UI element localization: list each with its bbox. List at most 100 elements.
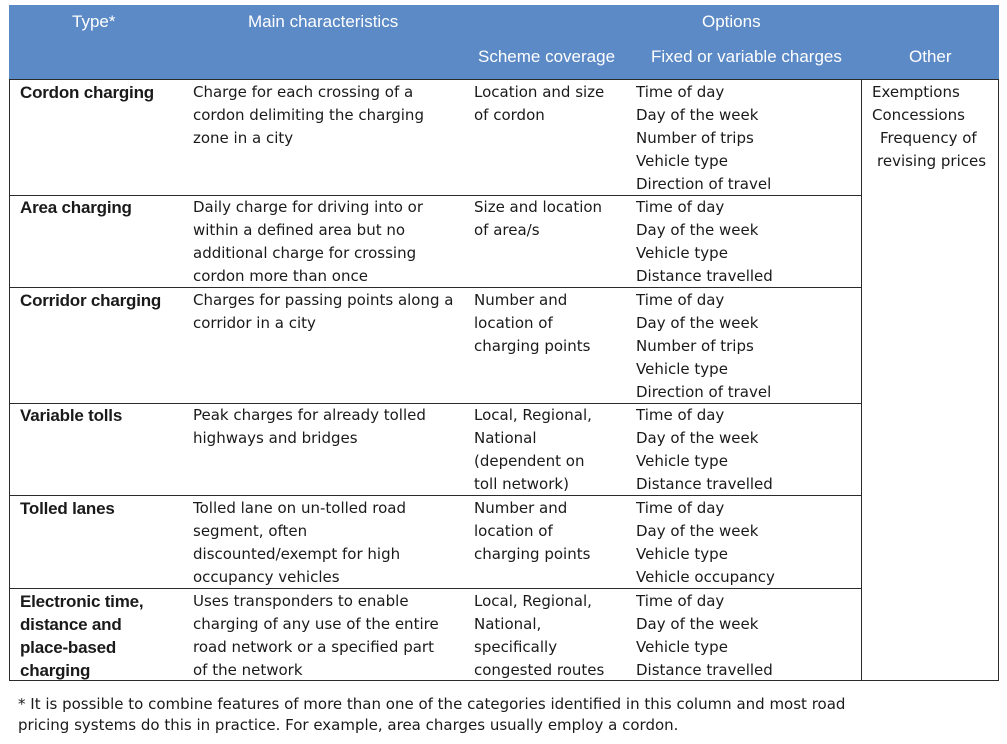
row-type-electronic-charging: Electronic time, distance and place-base…: [20, 590, 144, 682]
main-line: charging of any use of the entire: [193, 615, 439, 633]
scheme-line: Number and: [474, 291, 568, 309]
row-main-corridor: Charges for passing points along a corri…: [193, 289, 453, 335]
row-charges-variable-tolls: Time of day Day of the week Vehicle type…: [636, 404, 773, 496]
other-line: Frequency of: [880, 129, 977, 147]
charge-line: Direction of travel: [636, 383, 772, 401]
charge-line: Day of the week: [636, 429, 759, 447]
main-line: road network or a specified part: [193, 638, 434, 656]
charge-line: Vehicle type: [636, 244, 728, 262]
table-border-right: [998, 79, 999, 681]
type-line: Electronic time,: [20, 592, 144, 611]
header-scheme-coverage: Scheme coverage: [478, 47, 616, 66]
scheme-line: Size and location: [474, 198, 603, 216]
row-main-cordon: Charge for each crossing of a cordon del…: [193, 81, 424, 150]
row-charges-electronic: Time of day Day of the week Vehicle type…: [636, 590, 773, 682]
scheme-line: National: [474, 429, 537, 447]
row-charges-tolled-lanes: Time of day Day of the week Vehicle type…: [636, 497, 775, 589]
header-main-characteristics: Main characteristics: [248, 12, 399, 31]
scheme-line: National,: [474, 615, 542, 633]
header-charges: Fixed or variable charges: [651, 47, 842, 66]
charge-line: Vehicle type: [636, 452, 728, 470]
row-type-cordon-charging: Cordon charging: [20, 81, 154, 104]
row-divider: [9, 588, 862, 589]
main-line: highways and bridges: [193, 429, 358, 447]
row-scheme-cordon: Location and size of cordon: [474, 81, 604, 127]
scheme-line: Local, Regional,: [474, 592, 592, 610]
scheme-line: of area/s: [474, 221, 540, 239]
row-type-variable-tolls: Variable tolls: [20, 404, 122, 427]
charge-line: Time of day: [636, 406, 725, 424]
other-line: Concessions: [872, 106, 965, 124]
other-line: Exemptions: [872, 83, 960, 101]
row-main-electronic: Uses transponders to enable charging of …: [193, 590, 439, 682]
row-scheme-tolled-lanes: Number and location of charging points: [474, 497, 590, 566]
scheme-line: (dependent on: [474, 452, 585, 470]
charge-line: Distance travelled: [636, 475, 773, 493]
footnote-line: * It is possible to combine features of …: [18, 695, 846, 713]
scheme-line: of cordon: [474, 106, 545, 124]
type-line: place-based: [20, 638, 117, 657]
main-line: zone in a city: [193, 129, 294, 147]
type-line: Variable tolls: [20, 406, 123, 425]
charge-line: Number of trips: [636, 129, 754, 147]
row-main-variable-tolls: Peak charges for already tolled highways…: [193, 404, 426, 450]
scheme-line: specifically: [474, 638, 558, 656]
charge-line: Time of day: [636, 83, 725, 101]
charge-line: Day of the week: [636, 221, 759, 239]
charge-line: Vehicle type: [636, 360, 728, 378]
other-line: revising prices: [877, 152, 987, 170]
main-line: Charge for each crossing of a: [193, 83, 414, 101]
charge-line: Number of trips: [636, 337, 754, 355]
header-other: Other: [909, 47, 952, 66]
row-divider: [9, 495, 862, 496]
charge-line: Distance travelled: [636, 661, 773, 679]
charge-line: Day of the week: [636, 522, 759, 540]
scheme-line: Local, Regional,: [474, 406, 592, 424]
charge-line: Day of the week: [636, 106, 759, 124]
charge-line: Vehicle type: [636, 545, 728, 563]
charge-line: Day of the week: [636, 314, 759, 332]
scheme-line: location of: [474, 522, 553, 540]
table-border-other-left: [861, 79, 862, 681]
main-line: corridor in a city: [193, 314, 316, 332]
charge-line: Distance travelled: [636, 267, 773, 285]
scheme-line: charging points: [474, 545, 591, 563]
main-line: Peak charges for already tolled: [193, 406, 426, 424]
table-header: [9, 5, 999, 79]
main-line: Tolled lane on un-tolled road: [193, 499, 407, 517]
row-charges-corridor: Time of day Day of the week Number of tr…: [636, 289, 771, 404]
row-scheme-area: Size and location of area/s: [474, 196, 602, 242]
table-border-left: [9, 79, 10, 681]
footnote: * It is possible to combine features of …: [18, 694, 845, 736]
main-line: occupancy vehicles: [193, 568, 340, 586]
header-type: Type*: [72, 12, 116, 31]
main-line: Daily charge for driving into or: [193, 198, 424, 216]
charge-line: Time of day: [636, 499, 725, 517]
row-charges-cordon: Time of day Day of the week Number of tr…: [636, 81, 771, 196]
charge-line: Vehicle occupancy: [636, 568, 775, 586]
type-line: Tolled lanes: [20, 499, 115, 518]
scheme-line: location of: [474, 314, 553, 332]
row-scheme-electronic: Local, Regional, National, specifically …: [474, 590, 604, 682]
type-line: Corridor charging: [20, 291, 162, 310]
row-divider: [9, 403, 862, 404]
table-border-bottom: [9, 680, 999, 681]
charge-line: Day of the week: [636, 615, 759, 633]
header-options: Options: [702, 12, 761, 31]
row-type-area-charging: Area charging: [20, 196, 132, 219]
charge-line: Vehicle type: [636, 638, 728, 656]
row-divider: [9, 195, 862, 196]
row-type-corridor-charging: Corridor charging: [20, 289, 161, 312]
scheme-line: Location and size: [474, 83, 605, 101]
main-line: of the network: [193, 661, 303, 679]
table-border-header: [9, 79, 999, 80]
footnote-line: pricing systems do this in practice. For…: [18, 716, 679, 734]
row-charges-area: Time of day Day of the week Vehicle type…: [636, 196, 773, 288]
scheme-line: congested routes: [474, 661, 605, 679]
charge-line: Direction of travel: [636, 175, 772, 193]
row-main-area: Daily charge for driving into or within …: [193, 196, 423, 288]
scheme-line: toll network): [474, 475, 569, 493]
main-line: additional charge for crossing: [193, 244, 417, 262]
type-line: distance and: [20, 615, 122, 634]
main-line: Uses transponders to enable: [193, 592, 409, 610]
